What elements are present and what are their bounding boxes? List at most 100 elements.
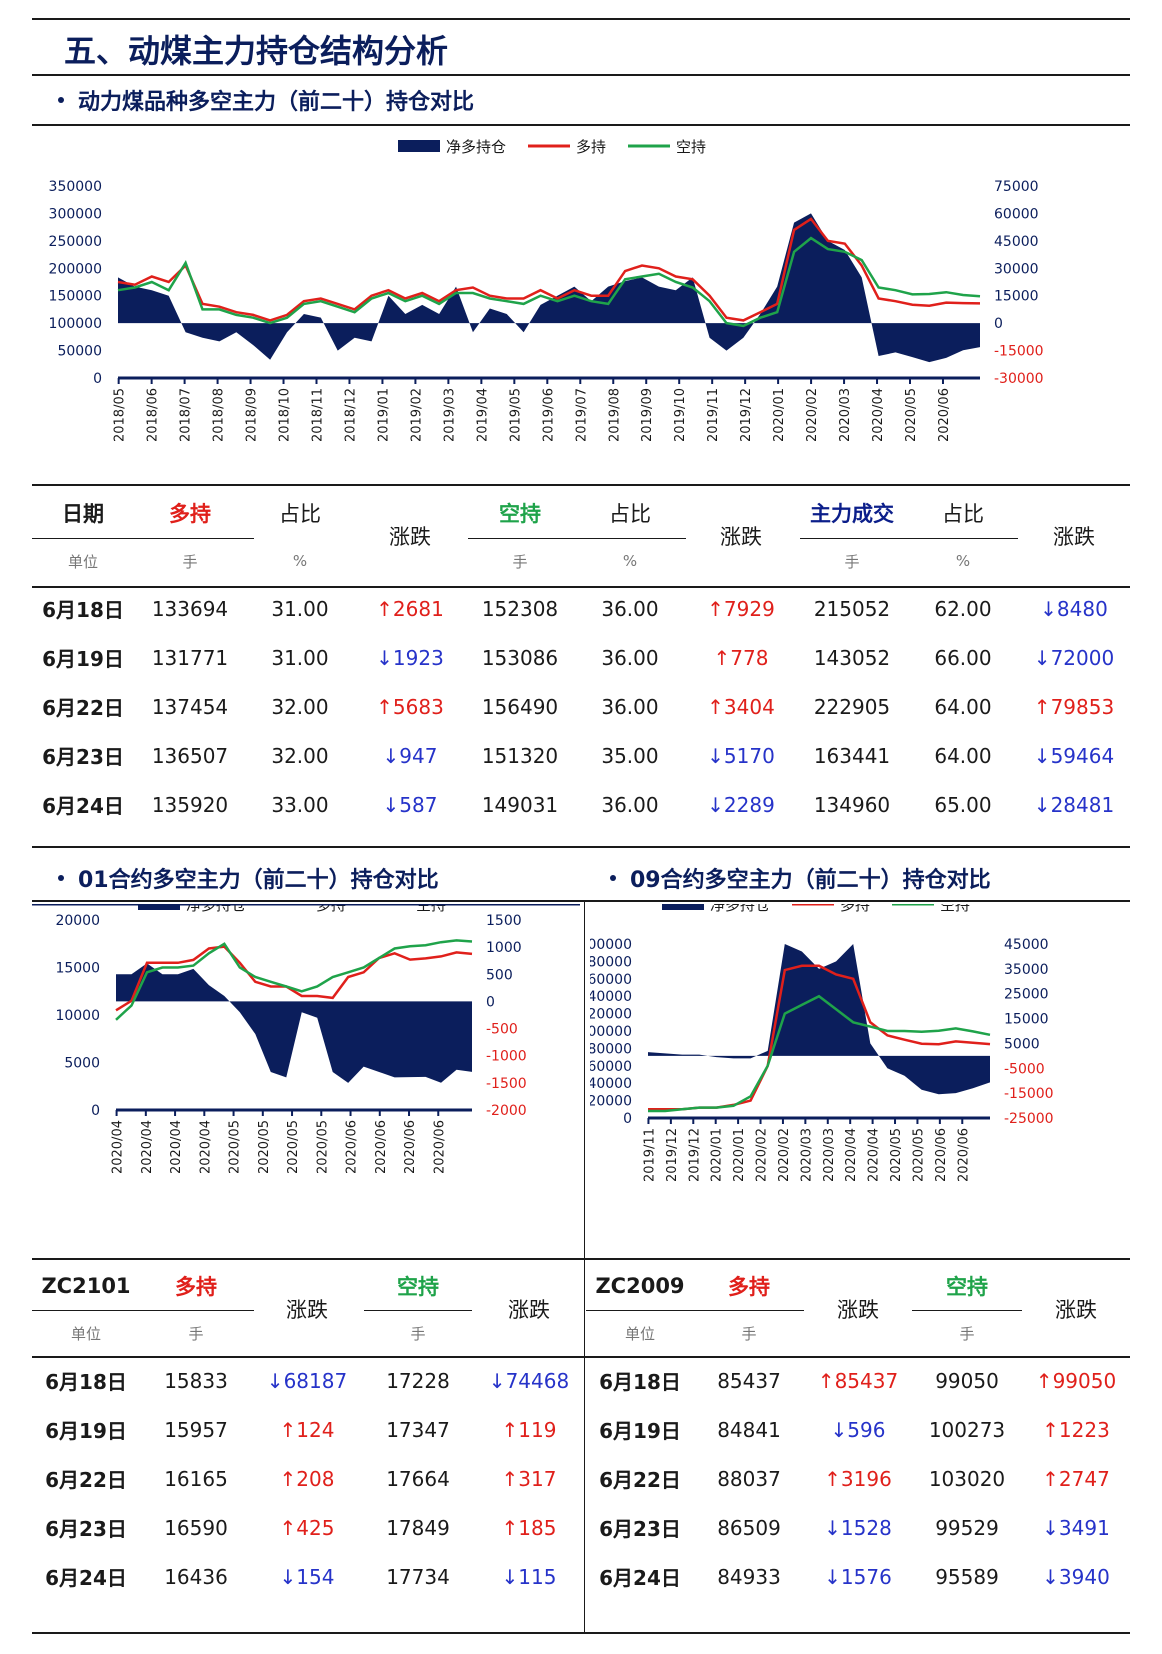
- y-left-tick-label: 140000: [590, 989, 632, 1005]
- contract-01-table: ZC2101 多持 涨跌 空持 涨跌 单位 手 手 6月18日 15833 ↓681…: [32, 1262, 584, 1601]
- row-long: 136507: [151, 743, 229, 768]
- arrow-up-icon: ↑: [1035, 1368, 1053, 1393]
- x-tick-label: 2019/12: [739, 388, 754, 442]
- bullet-icon: [58, 97, 64, 103]
- row-date: 6月22日: [42, 696, 124, 720]
- arrow-up-icon: ↑: [376, 596, 393, 621]
- row-short: 17734: [386, 1564, 450, 1589]
- y-right-tick-label: -1500: [486, 1076, 527, 1092]
- x-tick-label: 2020/05: [889, 1128, 904, 1182]
- y-left-tick-label: 200000: [590, 937, 632, 953]
- x-tick-label: 2020/02: [777, 1128, 792, 1182]
- row-long-change: ↓1923: [354, 633, 466, 682]
- x-tick-label: 2020/02: [805, 388, 820, 442]
- x-tick-label: 2020/06: [403, 1120, 418, 1174]
- divider: [468, 538, 686, 539]
- row-short-change: ↑7929: [686, 584, 796, 633]
- bullet-icon: [58, 875, 64, 881]
- row-long-change: ↓154: [252, 1552, 362, 1601]
- divider: [32, 538, 254, 539]
- x-tick-label: 2020/05: [228, 1120, 243, 1174]
- arrow-up-icon: ↑: [279, 1417, 297, 1442]
- row-short-change: ↑99050: [1022, 1356, 1130, 1405]
- row-short-change: ↓2289: [686, 780, 796, 829]
- table-row: 6月22日 16165 ↑208 17664 ↑317: [32, 1454, 584, 1503]
- x-tick-label: 2020/04: [169, 1120, 184, 1174]
- row-volume-change-value: 28481: [1050, 792, 1115, 817]
- row-long: 86509: [717, 1515, 781, 1540]
- row-short-change-value: 2747: [1058, 1466, 1110, 1491]
- row-short-change: ↑1223: [1022, 1405, 1130, 1454]
- row-volume-pct: 65.00: [934, 792, 992, 817]
- y-left-tick-label: 20000: [590, 1094, 632, 1110]
- chart-legend: 净多持仓 多持 空持: [398, 138, 706, 156]
- x-tick-label: 2020/05: [904, 388, 919, 442]
- row-date: 6月18日: [599, 1370, 681, 1394]
- row-short: 100273: [928, 1417, 1006, 1442]
- y-left-tick-label: 250000: [49, 234, 102, 250]
- y-left-tick-label: 50000: [57, 344, 102, 360]
- series-net-area: [116, 963, 472, 1083]
- row-short-change: ↓5170: [686, 731, 796, 780]
- col-header-short: 空持: [397, 1275, 439, 1299]
- section-heading-01: 01合约多空主力（前二十）持仓对比: [58, 862, 439, 894]
- x-tick-label: 2019/03: [442, 388, 457, 442]
- unit-volume: 手: [844, 552, 860, 571]
- x-tick-label: 2019/11: [642, 1128, 657, 1182]
- row-long: 84933: [717, 1564, 781, 1589]
- x-tick-label: 2020/04: [871, 388, 886, 442]
- row-long-change: ↓587: [354, 780, 466, 829]
- row-long-change-value: 68187: [283, 1368, 348, 1393]
- contract-code: ZC2009: [595, 1274, 685, 1298]
- chart-legend: 净多持仓 多持 空持: [662, 904, 970, 914]
- y-left-tick-label: 150000: [49, 289, 102, 305]
- section-09-title: 09合约多空主力（前二十）持仓对比: [630, 868, 991, 893]
- series-long-line: [117, 217, 981, 322]
- x-tick-label: 2019/12: [665, 1128, 680, 1182]
- x-tick-label: 2020/06: [937, 388, 952, 442]
- table-row: 6月22日 88037 ↑3196 103020 ↑2747: [586, 1454, 1130, 1503]
- row-short-change: ↓115: [474, 1552, 584, 1601]
- arrow-down-icon: ↓: [707, 792, 724, 817]
- col-header-long: 多持: [728, 1275, 770, 1299]
- contract-01-chart: 净多持仓多持空持20000150001000050000150010005000…: [32, 904, 580, 1174]
- y-right-tick-label: -30000: [994, 371, 1044, 387]
- row-short-change: ↑317: [474, 1454, 584, 1503]
- x-tick-label: 2019/05: [508, 388, 523, 442]
- row-date: 6月24日: [599, 1566, 681, 1590]
- row-volume-change-value: 79853: [1050, 694, 1115, 719]
- row-short: 99050: [935, 1368, 999, 1393]
- y-right-tick-label: -15000: [1004, 1086, 1054, 1102]
- unit-long-pct: %: [292, 552, 308, 570]
- row-volume-change-value: 72000: [1050, 645, 1115, 670]
- arrow-down-icon: ↓: [279, 1564, 297, 1589]
- arrow-down-icon: ↓: [1040, 596, 1057, 621]
- x-tick-label: 2020/06: [374, 1120, 389, 1174]
- row-short-change: ↓3491: [1022, 1503, 1130, 1552]
- row-volume-change: ↓28481: [1018, 780, 1130, 829]
- divider: [912, 1310, 1022, 1311]
- row-date: 6月24日: [45, 1566, 127, 1590]
- y-right-tick-label: 1000: [486, 940, 522, 956]
- col-header-long-pct: 占比: [279, 502, 321, 526]
- row-long-change-value: 1528: [840, 1515, 892, 1540]
- row-short: 156490: [481, 694, 559, 719]
- contract-09-chart: 净多持仓多持空持20000018000016000014000012000010…: [590, 904, 1054, 1182]
- arrow-down-icon: ↓: [1033, 645, 1051, 670]
- x-tick-label: 2018/06: [146, 388, 161, 442]
- row-short: 152308: [481, 596, 559, 621]
- y-right-tick-label: 35000: [1004, 962, 1049, 978]
- row-long: 16590: [164, 1515, 228, 1540]
- y-left-tick-label: 120000: [590, 1007, 632, 1023]
- row-date: 6月19日: [42, 647, 124, 671]
- row-long-pct: 32.00: [271, 694, 329, 719]
- x-tick-label: 2018/11: [310, 388, 325, 442]
- row-date: 6月19日: [599, 1419, 681, 1443]
- divider: [364, 1310, 472, 1311]
- row-long-change-value: 3196: [840, 1466, 892, 1491]
- arrow-up-icon: ↑: [1033, 694, 1051, 719]
- row-short-change: ↑2747: [1022, 1454, 1130, 1503]
- x-tick-label: 2020/03: [822, 1128, 837, 1182]
- divider: [32, 1356, 1130, 1358]
- y-right-tick-label: 45000: [994, 234, 1039, 250]
